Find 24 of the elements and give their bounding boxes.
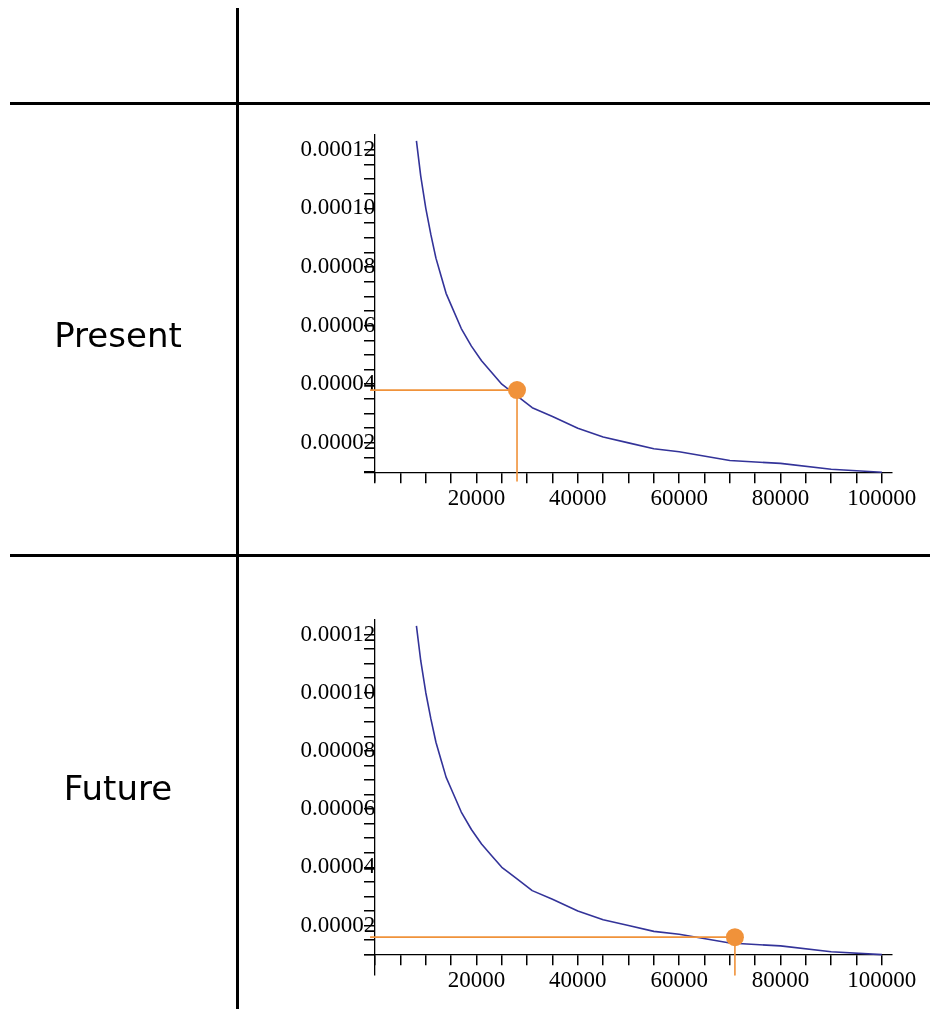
text: Present: [53, 315, 183, 355]
y-tick-label: 0.00012: [300, 620, 376, 646]
x-tick-label: 100000: [847, 485, 917, 511]
y-tick-label: 0.00002: [300, 911, 376, 937]
y-tick-label: 0.00008: [300, 736, 376, 762]
x-tick-label: 40000: [549, 967, 607, 993]
y-tick-label: 0.00004: [300, 853, 376, 879]
y-tick-label: 0.00002: [300, 428, 376, 454]
y-tick-label: 0.00004: [300, 370, 376, 396]
x-tick-label: 100000: [847, 967, 917, 993]
y-tick-label: 0.00010: [300, 194, 376, 220]
x-tick-label: 60000: [650, 967, 708, 993]
x-tick-label: 60000: [650, 485, 708, 511]
x-tick-label: 80000: [751, 485, 810, 511]
y-tick-label: 0.00006: [300, 311, 376, 337]
text: Future: [62, 768, 174, 808]
y-tick-label: 0.00008: [300, 253, 376, 278]
y-tick-label: 0.00012: [300, 135, 376, 161]
y-tick-label: 0.00006: [300, 795, 376, 821]
y-tick-label: 0.00010: [300, 678, 376, 704]
x-tick-label: 40000: [549, 485, 607, 511]
x-tick-label: 20000: [447, 485, 506, 511]
x-tick-label: 20000: [447, 967, 506, 993]
x-tick-label: 80000: [751, 967, 810, 993]
